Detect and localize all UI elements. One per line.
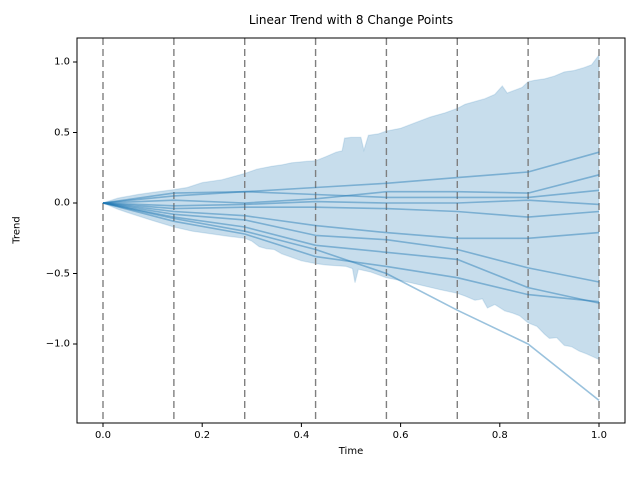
x-tick-label: 0.0 xyxy=(95,430,111,441)
trend-line xyxy=(102,174,600,204)
x-axis-label: Time xyxy=(338,446,364,457)
x-tick-label: 1.0 xyxy=(591,430,607,441)
trend-line xyxy=(102,151,600,204)
trend-line xyxy=(102,189,600,204)
trend-line xyxy=(102,202,600,303)
axes-spines xyxy=(76,37,626,424)
trend-line xyxy=(102,202,600,283)
trend-line xyxy=(102,199,600,207)
y-axis-label: Trend xyxy=(11,216,23,244)
y-tick-label: −1.0 xyxy=(45,338,70,350)
trend-line xyxy=(102,202,600,304)
y-tick-label: 0.0 xyxy=(54,197,70,209)
trend-line xyxy=(102,202,600,218)
x-tick-label: 0.4 xyxy=(293,430,310,441)
x-tick-label: 0.8 xyxy=(491,430,508,441)
x-tick-label: 0.2 xyxy=(194,430,211,441)
chart-title: Linear Trend with 8 Change Points xyxy=(248,13,454,27)
y-tick-label: 1.0 xyxy=(54,56,70,68)
trend-line xyxy=(102,202,600,240)
y-tick-label: −0.5 xyxy=(45,268,70,279)
x-tick-label: 0.6 xyxy=(392,430,409,441)
y-tick-label: 0.5 xyxy=(54,127,70,138)
trend-line xyxy=(102,202,600,402)
uncertainty-band xyxy=(101,53,600,361)
